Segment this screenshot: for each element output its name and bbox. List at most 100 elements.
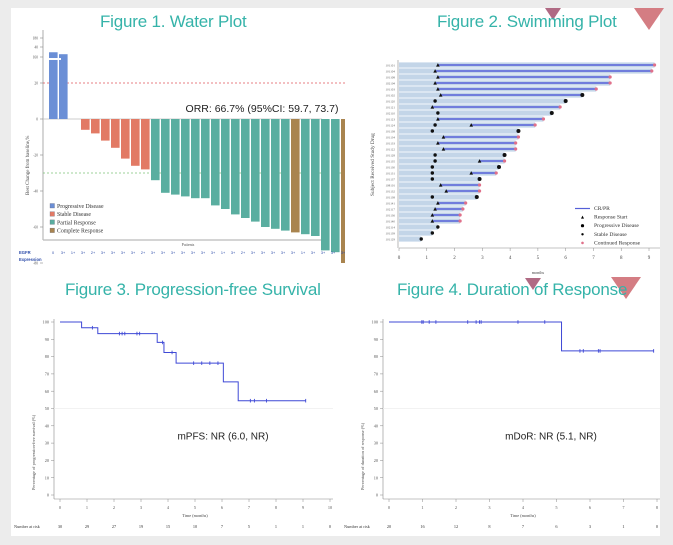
response-start-marker [441,135,446,139]
y-tick-label: 180 [33,37,39,41]
subject-id: 101133 [386,141,396,145]
waterfall-bar [49,52,58,119]
swimmer-bar [399,158,505,164]
continued-response-marker [502,159,507,163]
progressive-disease-marker [497,165,501,169]
waterfall-bar [59,54,68,120]
egfr-value: 1+ [301,251,306,255]
continued-response-marker [514,147,518,151]
x-tick-label: 3 [481,256,484,261]
egfr-value: 3+ [101,251,106,255]
legend-label: Partial Response [57,220,96,226]
x-tick-label: 9 [302,505,304,510]
progressive-disease-marker [516,129,521,133]
waterfall-bar [151,119,160,181]
egfr-label: EGFR [19,250,31,255]
y-tick-label: 50 [374,406,378,411]
response-start-marker [433,207,437,211]
subject-id: 101101 [386,63,396,67]
number-at-risk: 19 [139,524,143,529]
swimmer-bar [399,212,461,218]
swimmer-bar [399,152,505,158]
decorative-triangle-small-2 [525,278,541,290]
waterfall-bar [81,119,90,130]
subject-id: 101120 [386,99,396,103]
swimmer-bar [399,110,552,116]
y-tick-label: 100 [43,320,49,325]
egfr-value: 3+ [291,251,296,255]
x-tick-label: 0 [388,505,390,510]
number-at-risk: 30 [58,524,62,529]
continued-response-marker [464,201,468,205]
figure2-title: Figure 2. Swimming Plot [437,12,617,31]
x-tick-label: 2 [453,256,456,261]
stable-disease-marker [430,165,435,169]
subject-id: 101102 [386,93,396,97]
legend-label: Continued Response [594,240,641,246]
egfr-value: 2+ [91,251,96,255]
number-at-risk: 3 [589,524,591,529]
stable-disease-marker [430,171,435,175]
waterfall-bar [101,119,110,141]
figure3-title: Figure 3. Progression-free Survival [65,280,321,299]
median-annotation: mDoR: NR (5.1, NR) [505,432,597,443]
response-start-marker [436,63,440,67]
stable-disease-marker [436,225,440,229]
y-tick-label: 60 [374,389,378,394]
swimmer-bar [399,188,480,194]
x-tick-label: 4 [509,256,512,261]
y-tick-label: 50 [45,406,49,411]
continued-response-marker [608,75,612,79]
y-axis-label: Percentage of duration of response (%) [360,422,365,490]
waterfall-bar [341,119,345,263]
risk-table-label: Number at risk [344,524,371,529]
stable-disease-marker [433,159,437,163]
subject-id: 101108 [386,75,396,79]
figure1-title: Figure 1. Water Plot [100,12,247,31]
number-at-risk: 20 [387,524,391,529]
legend-circle [580,224,585,228]
egfr-value: 3+ [81,251,86,255]
y-tick-label: 0 [376,493,378,498]
decorative-triangle-small [545,8,561,20]
x-tick-label: 6 [564,256,567,261]
x-tick-label: 7 [248,505,251,510]
subject-id: 101134 [386,135,396,139]
response-start-marker [430,105,435,109]
y-tick-label: 40 [374,423,378,428]
waterfall-bar [281,119,290,231]
response-start-marker [441,147,446,151]
legend-label: Complete Response [57,229,104,235]
survival-curve [389,321,654,352]
egfr-value: 3+ [321,251,326,255]
x-tick-label: 2 [455,505,457,510]
stable-disease-marker [430,195,435,199]
subject-id: 102110 [386,111,396,115]
swimmer-bar [399,98,566,104]
response-start-marker [430,219,435,223]
y-tick-label: 0 [47,493,49,498]
number-at-risk: 12 [454,524,458,529]
risk-table-label: Number at risk [14,524,41,529]
subject-id: 101124 [386,123,396,127]
swimmer-bar [399,224,438,230]
egfr-value: 3+ [231,251,236,255]
subject-id: 101129 [386,237,396,241]
progressive-disease-marker [549,111,554,115]
y-tick-label: 30 [374,441,378,446]
stable-disease-marker [430,129,435,133]
waterfall-bar [201,119,210,199]
number-at-risk: 16 [420,524,425,529]
swimmer-bar [399,230,433,236]
x-tick-label: 8 [620,256,623,261]
legend-label: Stable Disease [57,212,91,218]
legend-label: CR/PR [594,206,610,212]
waterfall-bar [131,119,140,166]
survival-curve [60,321,306,402]
median-annotation: mPFS: NR (6.0, NR) [177,432,268,443]
y-tick-label: 80 [45,354,49,359]
egfr-value: 3+ [131,251,136,255]
